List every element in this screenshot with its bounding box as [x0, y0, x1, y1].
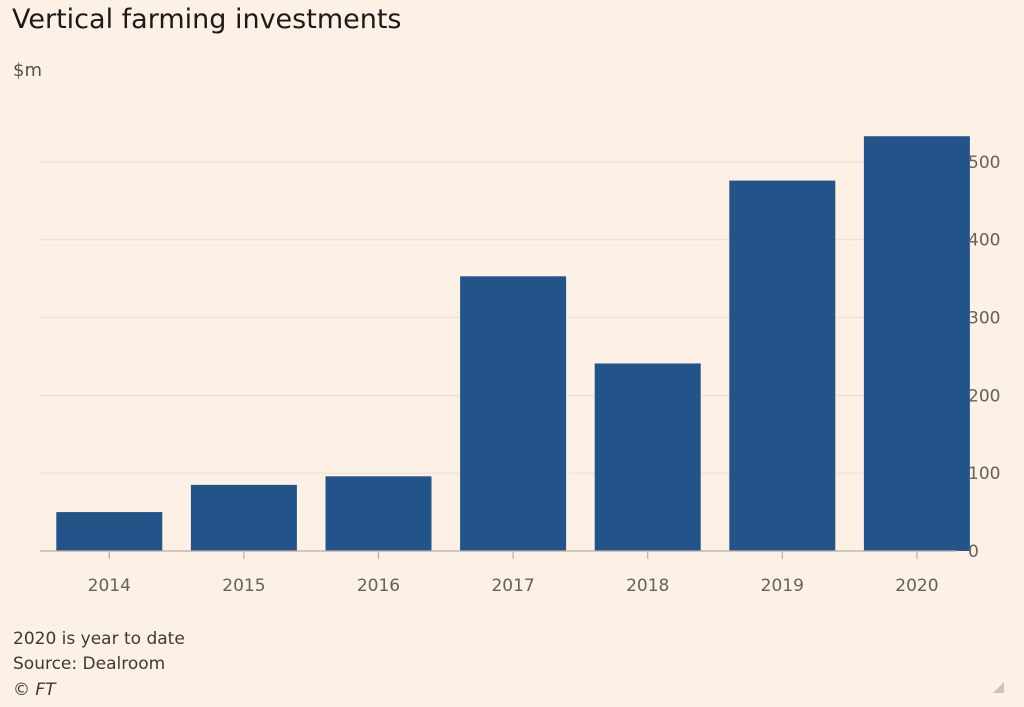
x-tick-label: 2019 [761, 576, 804, 596]
y-axis-unit-label: $m [13, 60, 42, 81]
y-tick-label: 300 [968, 309, 1000, 329]
resize-handle-icon[interactable] [993, 682, 1004, 693]
copyright: © FT [13, 680, 56, 700]
source-note: Source: Dealroom [13, 654, 166, 674]
bars [56, 136, 970, 551]
bar [594, 363, 701, 551]
x-tick-label: 2015 [222, 576, 265, 596]
y-tick-label: 500 [968, 153, 1000, 173]
x-tick-label: 2016 [357, 576, 400, 596]
bar [729, 180, 836, 551]
bar [56, 512, 163, 551]
y-tick-label: 100 [968, 464, 1000, 484]
x-tick-label: 2017 [491, 576, 534, 596]
footnote: 2020 is year to date [13, 629, 185, 649]
bar [190, 484, 297, 551]
bar [460, 276, 567, 551]
y-tick-label: 400 [968, 231, 1000, 251]
x-tick-label: 2020 [895, 576, 938, 596]
x-tick-label: 2018 [626, 576, 669, 596]
chart-title: Vertical farming investments [12, 4, 402, 35]
x-axis-tick-labels: 2014 2015 2016 2017 2018 2019 2020 [88, 576, 939, 596]
x-axis [40, 550, 957, 559]
y-axis-tick-labels: 0 100 200 300 400 500 [968, 153, 1000, 562]
x-tick-label: 2014 [88, 576, 131, 596]
bar [325, 476, 432, 551]
y-tick-label: 0 [968, 542, 979, 562]
bar [863, 136, 970, 551]
y-tick-label: 200 [968, 386, 1000, 406]
